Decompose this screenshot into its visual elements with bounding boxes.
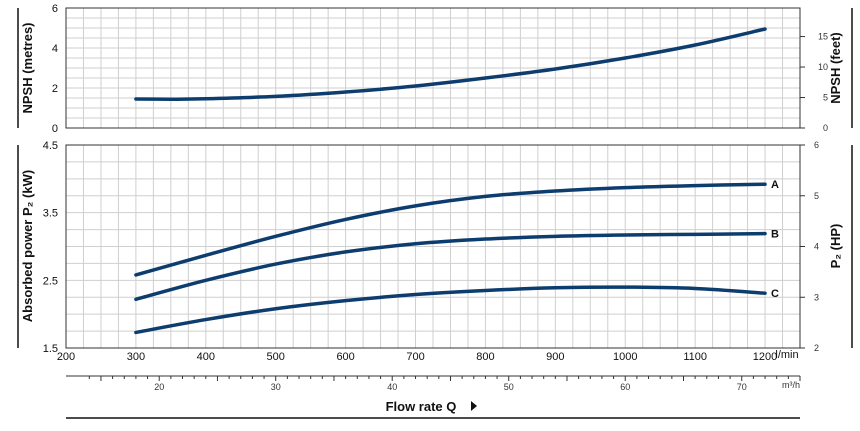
play-arrow-icon (471, 401, 477, 411)
npsh-left-tick-label: 4 (52, 43, 58, 55)
npsh-feet-axis-title: NPSH (feet) (828, 32, 843, 104)
flow-lmin-tick-label: 1200 (753, 351, 777, 363)
power-curve-a (134, 182, 767, 277)
flow-m3h-tick-label: 40 (387, 382, 397, 392)
flow-m3h-tick-label: 70 (737, 382, 747, 392)
flow-lmin-tick-label: 400 (197, 351, 215, 363)
power-left-tick-label: 1.5 (43, 343, 58, 355)
flow-m3h-tick-label: 50 (504, 382, 514, 392)
npsh-right-tick-label: 10 (818, 62, 828, 72)
frame-layer (17, 7, 853, 419)
power-right-tick-label: 5 (814, 191, 819, 201)
flow-lmin-tick-label: 200 (57, 351, 75, 363)
curve-label-c: C (771, 288, 779, 300)
flow-m3h-tick-label: 60 (620, 382, 630, 392)
flow-lmin-unit: l/min (775, 349, 798, 361)
curves-layer (134, 27, 767, 335)
npsh-left-tick-label: 0 (52, 123, 58, 135)
npsh-right-tick-label: 0 (823, 123, 828, 133)
power-right-tick-label: 4 (814, 242, 819, 252)
power-curve-b (134, 231, 767, 302)
power-right-tick-label: 2 (814, 343, 819, 353)
npsh-curve (134, 27, 767, 101)
npsh-right-tick-label: 15 (818, 32, 828, 42)
flow-lmin-tick-label: 700 (406, 351, 424, 363)
npsh-left-tick-label: 6 (52, 3, 58, 15)
power-left-tick-label: 2.5 (43, 275, 58, 287)
flow-lmin-tick-label: 1000 (613, 351, 637, 363)
power-right-tick-label: 3 (814, 292, 819, 302)
flow-lmin-tick-label: 900 (546, 351, 564, 363)
power-left-tick-label: 4.5 (43, 140, 58, 152)
power-hp-axis-title: P₂ (HP) (828, 224, 843, 269)
curve-label-b: B (771, 229, 779, 241)
flow-m3h-tick-label: 20 (154, 382, 164, 392)
npsh-plot-frame (65, 7, 801, 129)
x-axis-title: Flow rate Q (386, 399, 457, 414)
power-curve-c (134, 285, 767, 335)
grid-layer (66, 8, 800, 348)
npsh-metres-axis-title: NPSH (metres) (20, 22, 35, 113)
power-kw-axis-title: Absorbed power P₂ (kW) (20, 170, 35, 322)
flow-lmin-tick-label: 1100 (683, 351, 707, 363)
curve-label-a: A (771, 179, 779, 191)
flow-m3h-unit: m³/h (782, 380, 800, 390)
flow-lmin-tick-label: 500 (267, 351, 285, 363)
flow-lmin-tick-label: 800 (476, 351, 494, 363)
npsh-right-tick-label: 5 (823, 93, 828, 103)
power-right-tick-label: 6 (814, 140, 819, 150)
power-left-tick-label: 3.5 (43, 208, 58, 220)
flow-lmin-tick-label: 300 (127, 351, 145, 363)
npsh-left-tick-label: 2 (52, 83, 58, 95)
flow-m3h-tick-label: 30 (271, 382, 281, 392)
flow-lmin-tick-label: 600 (336, 351, 354, 363)
